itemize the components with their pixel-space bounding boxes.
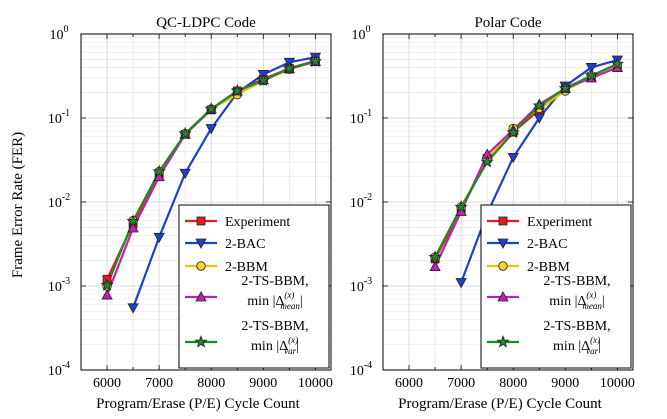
- legend-marker: [195, 291, 207, 302]
- data-point: [507, 152, 519, 164]
- y-tick-label: 10-3: [48, 276, 70, 295]
- legend-label: 2-BBM: [527, 260, 570, 275]
- y-tick-label: 10-2: [350, 192, 372, 211]
- data-point: [532, 98, 546, 112]
- legend-marker: [496, 335, 510, 348]
- data-point: [230, 83, 244, 97]
- legend-label: min |Δ(x) mean|: [247, 290, 302, 311]
- y-tick-label: 10-1: [48, 108, 70, 127]
- data-point: [152, 164, 166, 178]
- y-tick-label: 10-3: [350, 276, 372, 295]
- legend-entry: 2-BBM: [185, 260, 268, 275]
- y-tick-label: 10-1: [350, 108, 372, 127]
- legend-marker: [497, 238, 509, 249]
- data-point: [179, 168, 191, 180]
- data-point: [585, 63, 598, 74]
- figure-y-axis-label: Frame Error Rate (FER): [10, 132, 26, 278]
- data-point: [127, 222, 139, 233]
- y-tick-label: 10-4: [350, 360, 372, 379]
- data-point: [127, 303, 139, 314]
- legend-marker: [498, 216, 508, 226]
- legend-label: Experiment: [225, 215, 290, 230]
- data-point: [100, 278, 114, 291]
- data-point: [558, 81, 572, 95]
- x-axis-label: Program/Erase (P/E) Cycle Count: [96, 396, 301, 412]
- legend-marker: [196, 216, 206, 226]
- data-point: [428, 250, 442, 263]
- data-point: [256, 73, 270, 87]
- y-tick-label: 100: [352, 24, 371, 43]
- data-point: [178, 126, 192, 140]
- legend-label: 2-BBM: [225, 260, 268, 275]
- legend-label: min |Δ(x) mean|: [549, 290, 604, 311]
- x-tick-label: 10000: [600, 376, 635, 391]
- legend-label: 2-BAC: [527, 237, 567, 252]
- legend-entry: 2-BAC: [185, 237, 265, 252]
- data-point: [101, 289, 113, 300]
- legend-entry: 2-TS-BBM,min |Δ(x) mean|: [487, 274, 611, 311]
- chart-title: Polar Code: [474, 15, 541, 31]
- x-tick-label: 6000: [395, 376, 423, 391]
- legend-entry: Experiment: [487, 215, 592, 230]
- data-point: [282, 61, 296, 74]
- series-markers-5: [100, 54, 322, 291]
- x-tick-label: 10000: [298, 376, 333, 391]
- legend-label: 2-BAC: [225, 237, 265, 252]
- legend-marker: [195, 238, 207, 249]
- legend-entry: 2-TS-BBM,min |Δ(x) var|: [487, 319, 611, 356]
- legend-label: min |Δ(x) var|: [251, 335, 299, 356]
- legend-marker: [194, 335, 208, 348]
- x-tick-label: 9000: [249, 376, 277, 391]
- data-point: [480, 154, 494, 168]
- y-tick-label: 100: [50, 24, 69, 43]
- chart-title: QC-LDPC Code: [156, 15, 256, 31]
- data-point: [204, 102, 218, 115]
- polar-plot: 6000 7000 8000 9000 10000 100 10-1 10-2 10-3 10-4…: [350, 15, 635, 412]
- data-point: [506, 125, 520, 139]
- legend-entry: 2-TS-BBM,min |Δ(x) mean|: [185, 274, 309, 311]
- data-point: [455, 278, 467, 289]
- data-point: [610, 56, 624, 70]
- data-point: [584, 68, 598, 82]
- legend-label: min |Δ(x) var|: [553, 335, 601, 356]
- legend-label: 2-TS-BBM,: [543, 274, 610, 289]
- data-point: [153, 170, 165, 182]
- data-point: [429, 260, 441, 272]
- data-point: [153, 232, 165, 244]
- legend-label: 2-TS-BBM,: [241, 319, 308, 334]
- data-point: [205, 124, 217, 135]
- qc-ldpc-plot: 6000 7000 8000 9000 10000 100 10-1 10-2 10-3 10-4…: [48, 15, 333, 412]
- legend-label: Experiment: [527, 215, 592, 230]
- y-tick-label: 10-2: [48, 192, 70, 211]
- y-tick-label: 10-4: [48, 360, 70, 379]
- data-point: [126, 214, 140, 227]
- data-point: [308, 54, 322, 68]
- legend-entry: Experiment: [185, 215, 290, 230]
- legend-marker: [196, 261, 206, 271]
- legend-label: 2-TS-BBM,: [543, 319, 610, 334]
- x-tick-label: 7000: [145, 376, 173, 391]
- data-point: [533, 113, 545, 124]
- x-tick-label: 9000: [551, 376, 579, 391]
- x-tick-label: 7000: [447, 376, 475, 391]
- legend-entry: 2-TS-BBM,min |Δ(x) var|: [185, 319, 309, 356]
- x-tick-label: 8000: [499, 376, 527, 391]
- legend-marker: [497, 291, 509, 302]
- series-markers-5: [428, 56, 624, 263]
- x-tick-label: 6000: [93, 376, 121, 391]
- legend-label: 2-TS-BBM,: [241, 274, 308, 289]
- legend-entry: 2-BAC: [487, 237, 567, 252]
- legend-entry: 2-BBM: [487, 260, 570, 275]
- x-tick-label: 8000: [197, 376, 225, 391]
- x-axis-label: Program/Erase (P/E) Cycle Count: [398, 396, 603, 412]
- data-point: [454, 200, 468, 213]
- legend-marker: [498, 261, 508, 271]
